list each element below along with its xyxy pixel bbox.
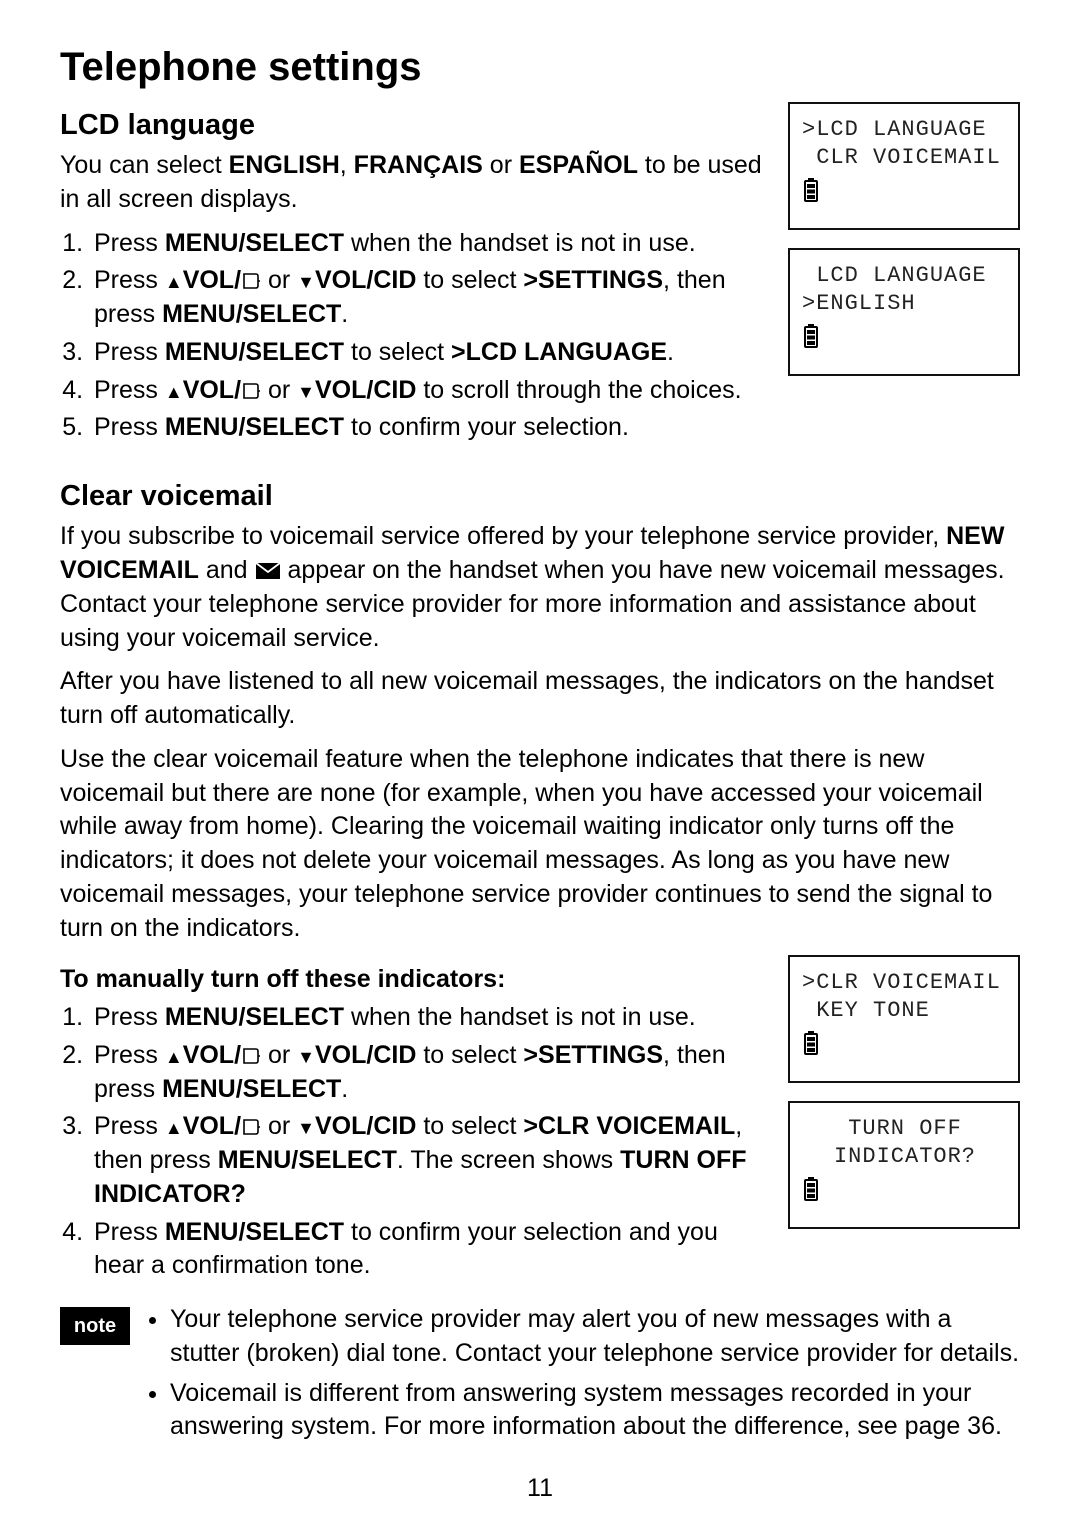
lcd-line: >CLR VOICEMAIL [802, 969, 1008, 997]
lcd-line: >ENGLISH [802, 290, 1008, 318]
list-item: Your telephone service provider may aler… [170, 1303, 1020, 1371]
list-item: Press MENU/SELECT when the handset is no… [90, 227, 764, 261]
lcd-screen-1: >LCD LANGUAGE CLR VOICEMAIL [788, 102, 1020, 230]
lcd-screen-3: >CLR VOICEMAIL KEY TONE [788, 955, 1020, 1083]
envelope-icon [255, 562, 281, 580]
lcd-line: >LCD LANGUAGE [802, 116, 1008, 144]
triangle-up-icon [165, 1112, 183, 1140]
triangle-down-icon [297, 1112, 315, 1140]
battery-icon [802, 177, 820, 203]
list-item: Press MENU/SELECT to confirm your select… [90, 411, 764, 445]
lcd-line: CLR VOICEMAIL [802, 144, 1008, 172]
lcd-line: INDICATOR? [802, 1143, 1008, 1171]
triangle-down-icon [297, 376, 315, 404]
lcd-screen-4: TURN OFF INDICATOR? [788, 1101, 1020, 1229]
page-title: Telephone settings [60, 40, 1020, 94]
triangle-down-icon [297, 1041, 315, 1069]
list-item: Press VOL/ or VOL/CID to select >SETTING… [90, 264, 764, 332]
clear-voicemail-steps: Press MENU/SELECT when the handset is no… [60, 1001, 764, 1283]
battery-icon [802, 1176, 820, 1202]
list-item: Press VOL/ or VOL/CID to select >SETTING… [90, 1039, 764, 1107]
triangle-up-icon [165, 1041, 183, 1069]
list-item: Press MENU/SELECT when the handset is no… [90, 1001, 764, 1035]
lcd-line: LCD LANGUAGE [802, 262, 1008, 290]
subheading-turn-off-indicators: To manually turn off these indicators: [60, 963, 764, 997]
note-label: note [60, 1307, 130, 1345]
battery-icon [802, 1030, 820, 1056]
triangle-up-icon [165, 376, 183, 404]
list-item: Press MENU/SELECT to confirm your select… [90, 1216, 764, 1284]
paragraph: After you have listened to all new voice… [60, 665, 1020, 733]
note-bullets: Your telephone service provider may aler… [148, 1303, 1020, 1450]
triangle-down-icon [297, 266, 315, 294]
phonebook-icon [241, 382, 261, 400]
lcd-language-steps: Press MENU/SELECT when the handset is no… [60, 227, 764, 446]
paragraph: Use the clear voicemail feature when the… [60, 743, 1020, 946]
section-heading-lcd-language: LCD language [60, 106, 764, 145]
page-number: 11 [60, 1472, 1020, 1506]
lcd-line: TURN OFF [802, 1115, 1008, 1143]
phonebook-icon [241, 1118, 261, 1136]
lcd-line: KEY TONE [802, 997, 1008, 1025]
note-section: note Your telephone service provider may… [60, 1303, 1020, 1450]
battery-icon [802, 323, 820, 349]
lcd-screen-2: LCD LANGUAGE >ENGLISH [788, 248, 1020, 376]
list-item: Press VOL/ or VOL/CID to scroll through … [90, 374, 764, 408]
triangle-up-icon [165, 266, 183, 294]
lcd-language-intro: You can select ENGLISH, FRANÇAIS or ESPA… [60, 149, 764, 217]
phonebook-icon [241, 272, 261, 290]
list-item: Voicemail is different from answering sy… [170, 1377, 1020, 1445]
list-item: Press VOL/ or VOL/CID to select >CLR VOI… [90, 1110, 764, 1211]
paragraph: If you subscribe to voicemail service of… [60, 520, 1020, 655]
phonebook-icon [241, 1047, 261, 1065]
section-heading-clear-voicemail: Clear voicemail [60, 477, 1020, 516]
list-item: Press MENU/SELECT to select >LCD LANGUAG… [90, 336, 764, 370]
